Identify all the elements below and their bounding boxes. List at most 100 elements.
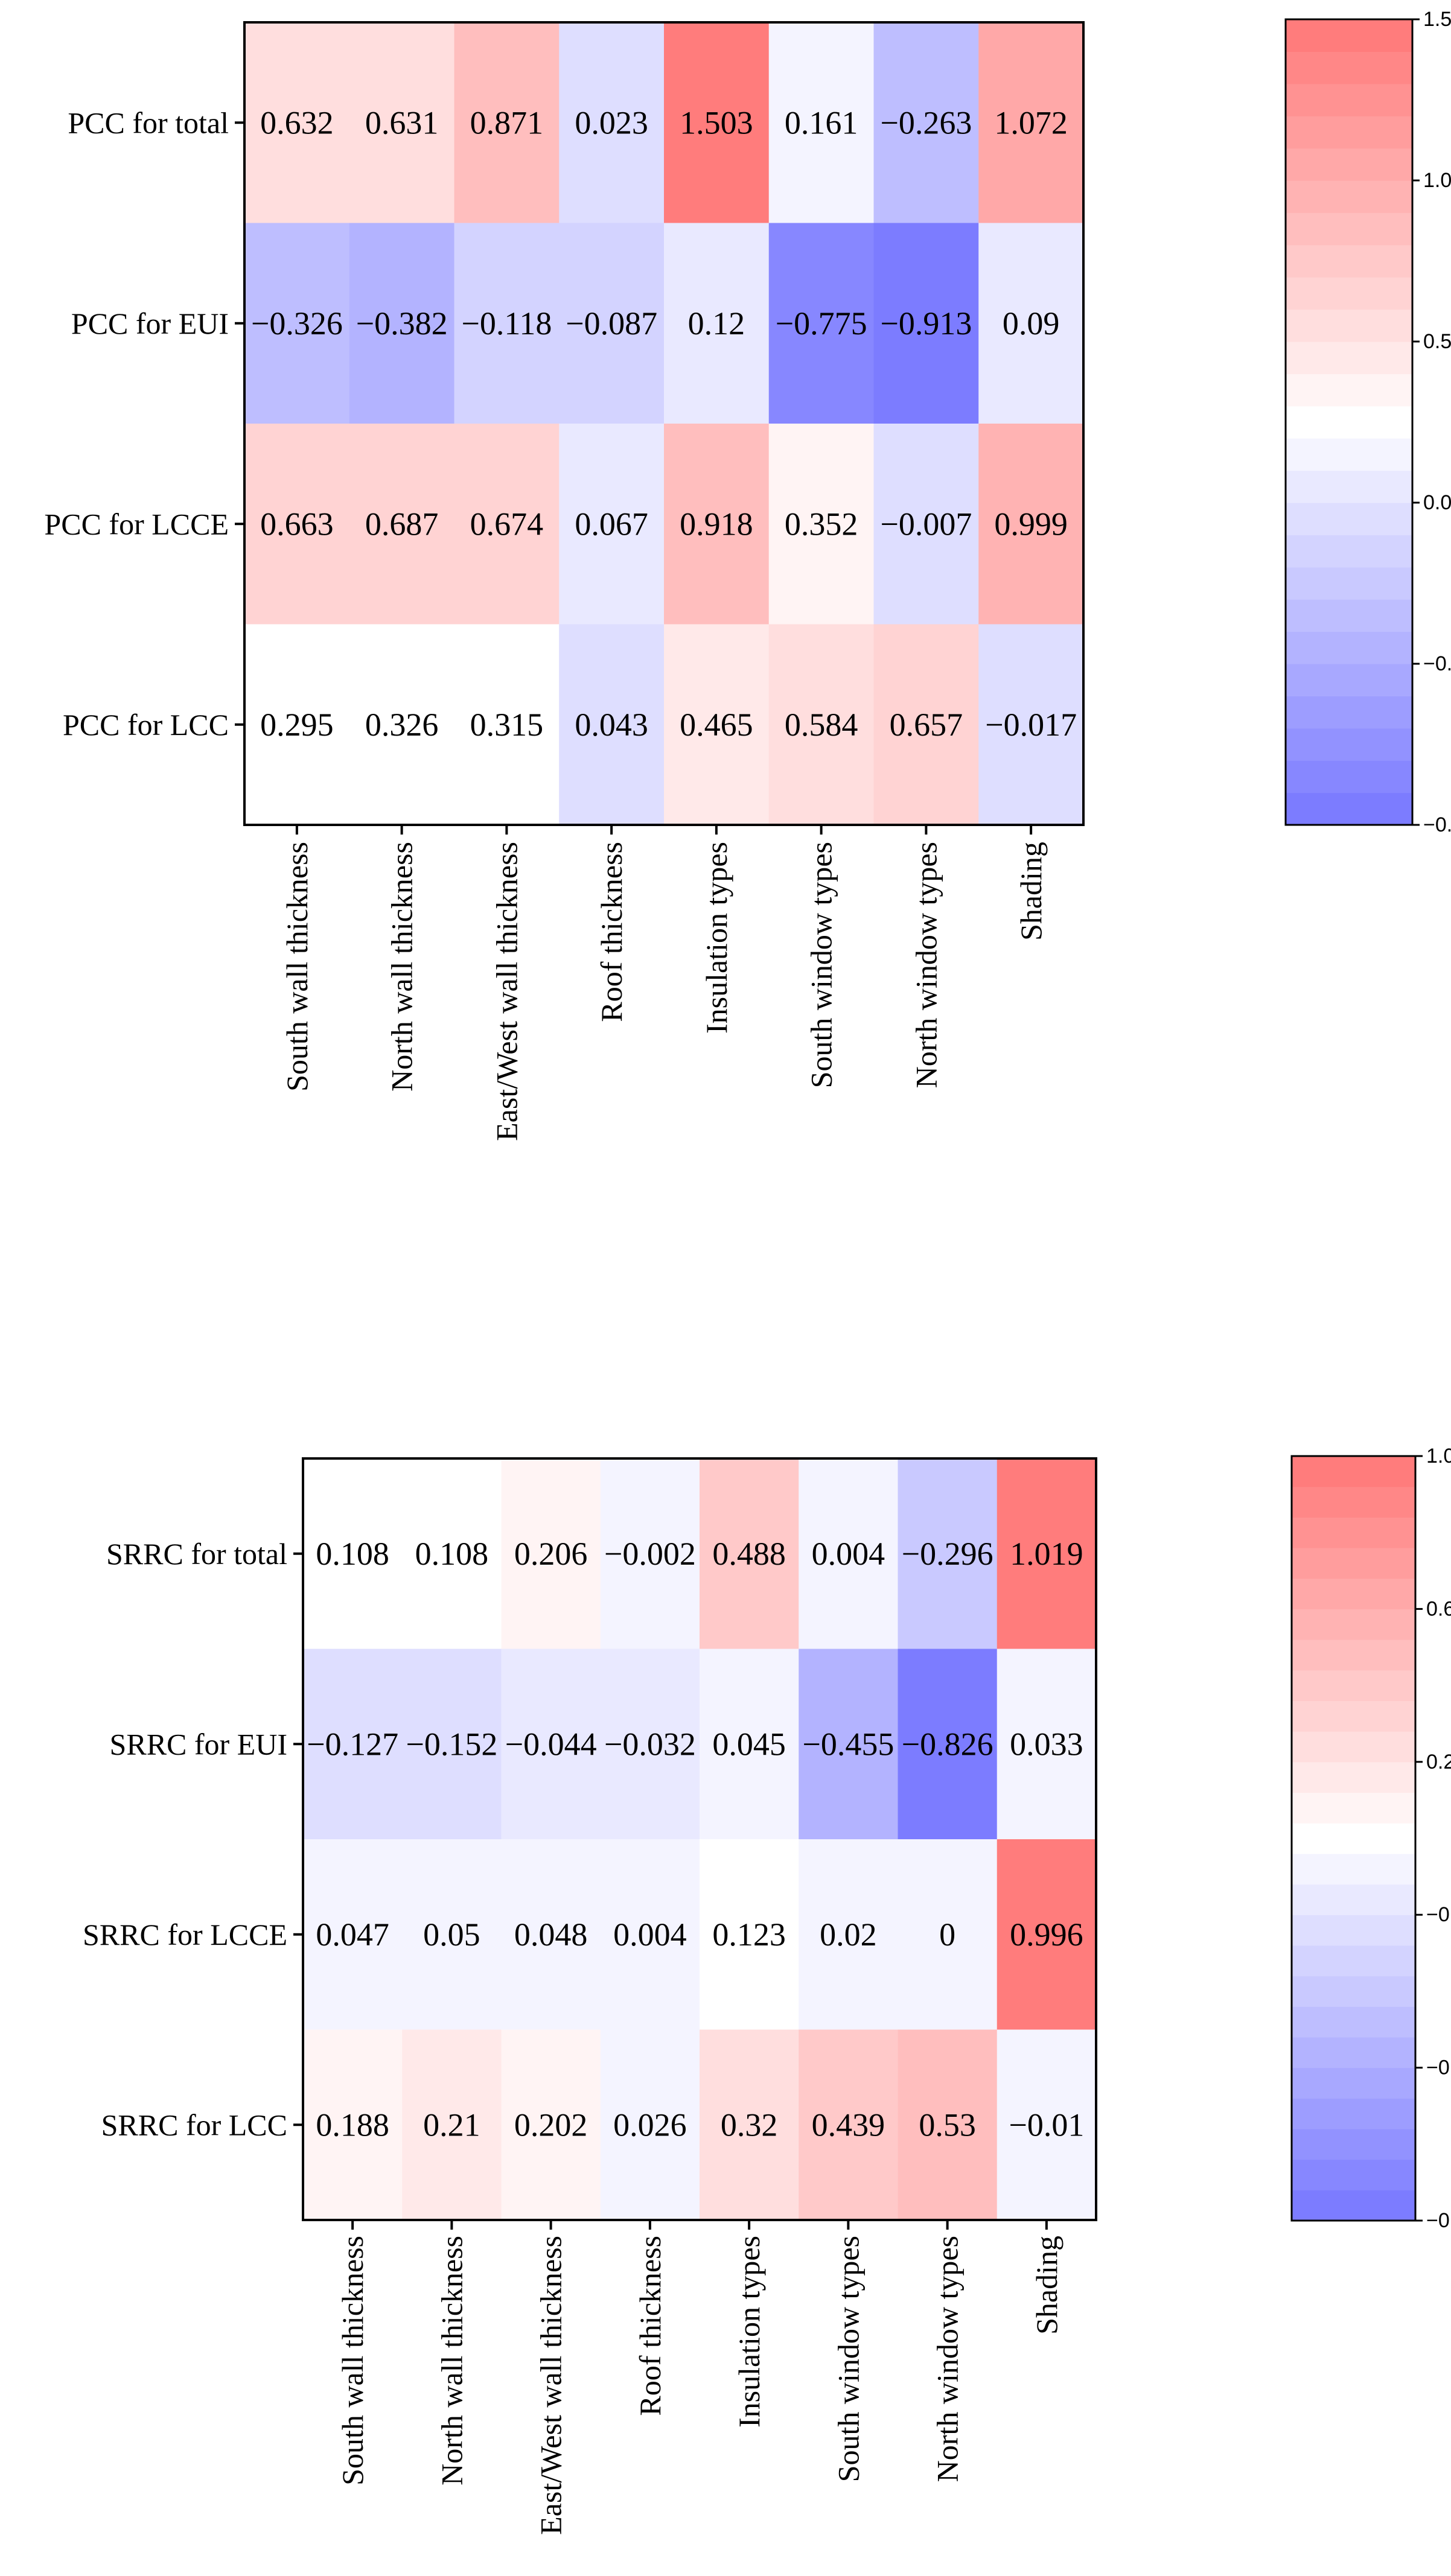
cell-value-label: −0.002 (604, 1536, 696, 1572)
colorbar-level (1286, 277, 1412, 310)
cell-value-label: 0.004 (812, 1536, 885, 1572)
colorbar-level (1292, 1792, 1415, 1824)
column-label: South window types (805, 842, 838, 1088)
cell-value-label: 1.503 (680, 104, 753, 141)
colorbar-level (1292, 2128, 1415, 2160)
cell-value-label: −0.775 (776, 305, 867, 342)
colorbar-level (1292, 2159, 1415, 2190)
heatmap-cell (303, 1839, 403, 2031)
cell-value-label: 0.05 (423, 1916, 480, 1953)
heatmap-2: 0.108 0.108 0.206 −0.002 0.488 0.004 −0.296 1.0… (83, 1457, 1097, 2535)
heatmap-cell (402, 1458, 502, 1650)
row-label: SRRC for LCC (101, 2108, 287, 2142)
cell-value-label: −0.326 (251, 305, 343, 342)
heatmap-cell (501, 1458, 601, 1650)
heatmap-cell (873, 22, 979, 224)
cell-value-label: 0.108 (415, 1536, 489, 1572)
row-label: SRRC for EUI (110, 1727, 287, 1761)
cell-value-label: 0.918 (680, 506, 753, 542)
colorbar-tick-label: −0.09000 (1426, 1903, 1451, 1926)
heatmap-cell (700, 1839, 799, 2031)
colorbar-level (1286, 438, 1412, 471)
colorbar-level (1292, 1578, 1415, 1609)
column-label: North window types (931, 2236, 965, 2482)
heatmap-cell (402, 2029, 502, 2221)
colorbar-level (1286, 664, 1412, 696)
heatmap-cell (559, 22, 665, 224)
colorbar-level (1286, 51, 1412, 84)
cell-value-label: 0.53 (919, 2107, 976, 2143)
cell-value-label: 0.004 (613, 1916, 687, 1953)
colorbar-tick-label: −0.4340 (1423, 652, 1451, 675)
colorbar-tick-label: 1.024 (1423, 169, 1451, 192)
heatmap-cell (700, 2029, 799, 2221)
row-label: PCC for LCCE (44, 507, 229, 541)
cell-value-label: −0.382 (356, 305, 448, 342)
cell-value-label: 0.439 (812, 2107, 885, 2143)
heatmap-cell (768, 624, 875, 825)
heatmap-cell (664, 22, 770, 224)
colorbar-tick-label: 0.05200 (1423, 491, 1451, 514)
cell-value-label: 0.21 (423, 2107, 480, 2143)
colorbar-level (1292, 1761, 1415, 1793)
colorbar-level (1286, 567, 1412, 600)
cell-value-label: 0.584 (785, 707, 858, 743)
colorbar-level (1286, 503, 1412, 535)
colorbar-level (1292, 1945, 1415, 1977)
colorbar-level (1286, 792, 1412, 825)
colorbar-frame (1290, 1455, 1417, 2222)
colorbar-level (1286, 535, 1412, 568)
heatmap-cell (799, 1839, 899, 2031)
colorbar-level (1286, 180, 1412, 213)
column-label: Shading (1014, 842, 1048, 941)
heatmap-cell (600, 1649, 700, 1840)
heatmap-cell (501, 1649, 601, 1840)
row-label: PCC for LCC (63, 708, 229, 742)
column-label: North wall thickness (435, 2236, 468, 2485)
colorbar-level (1292, 1823, 1415, 1854)
column-label: Insulation types (700, 842, 733, 1034)
row-label: PCC for total (68, 106, 229, 139)
colorbar-2: 1.020 0.6500 0.2800 −0.09000 −0.4600 −0.8300 (1290, 1445, 1451, 2232)
colorbar-level (1292, 1548, 1415, 1579)
cell-value-label: 0.067 (575, 506, 648, 542)
cell-value-label: 0.123 (712, 1916, 786, 1953)
colorbar-level (1286, 148, 1412, 181)
cell-value-label: 0.465 (680, 707, 753, 743)
heatmap-cell (559, 624, 665, 825)
cell-value-label: −0.296 (902, 1536, 993, 1572)
heatmap-cell (664, 223, 770, 424)
colorbar-1: 1.510 1.024 0.5380 0.05200 −0.4340 −0.9200 (1284, 8, 1451, 836)
cell-value-label: 0.206 (514, 1536, 588, 1572)
heatmap-cell (244, 22, 350, 224)
colorbar-level (1292, 1853, 1415, 1885)
colorbar-level (1286, 631, 1412, 664)
colorbar-level (1292, 2006, 1415, 2038)
heatmap-cell (559, 223, 665, 424)
heatmap-cell (349, 424, 455, 625)
colorbar-level (1292, 1700, 1415, 1732)
colorbar-level (1292, 1486, 1415, 1518)
colorbar-level (1286, 212, 1412, 246)
colorbar-level (1286, 470, 1412, 503)
cell-value-label: 0.295 (260, 707, 334, 743)
cell-value-label: 0.657 (890, 707, 963, 743)
cell-value-label: 0.045 (712, 1726, 786, 1762)
colorbar-level (1292, 1517, 1415, 1548)
colorbar-level (1286, 405, 1412, 439)
heatmap-cell (978, 424, 1084, 625)
cell-value-label: −0.044 (505, 1726, 597, 1762)
colorbar-level (1292, 1456, 1415, 1487)
colorbar-level (1286, 19, 1412, 52)
heatmap-cell (799, 1458, 899, 1650)
cell-value-label: 0.687 (365, 506, 439, 542)
cell-value-label: −0.017 (985, 707, 1077, 743)
heatmap-cell (768, 223, 875, 424)
cell-value-label: 0.631 (365, 104, 439, 141)
column-label: South wall thickness (280, 842, 314, 1092)
cell-value-label: 0.663 (260, 506, 334, 542)
cell-value-label: −0.913 (880, 305, 972, 342)
colorbar-level (1292, 1639, 1415, 1671)
heatmap-cell (898, 1649, 998, 1840)
heatmap-cell (700, 1458, 799, 1650)
